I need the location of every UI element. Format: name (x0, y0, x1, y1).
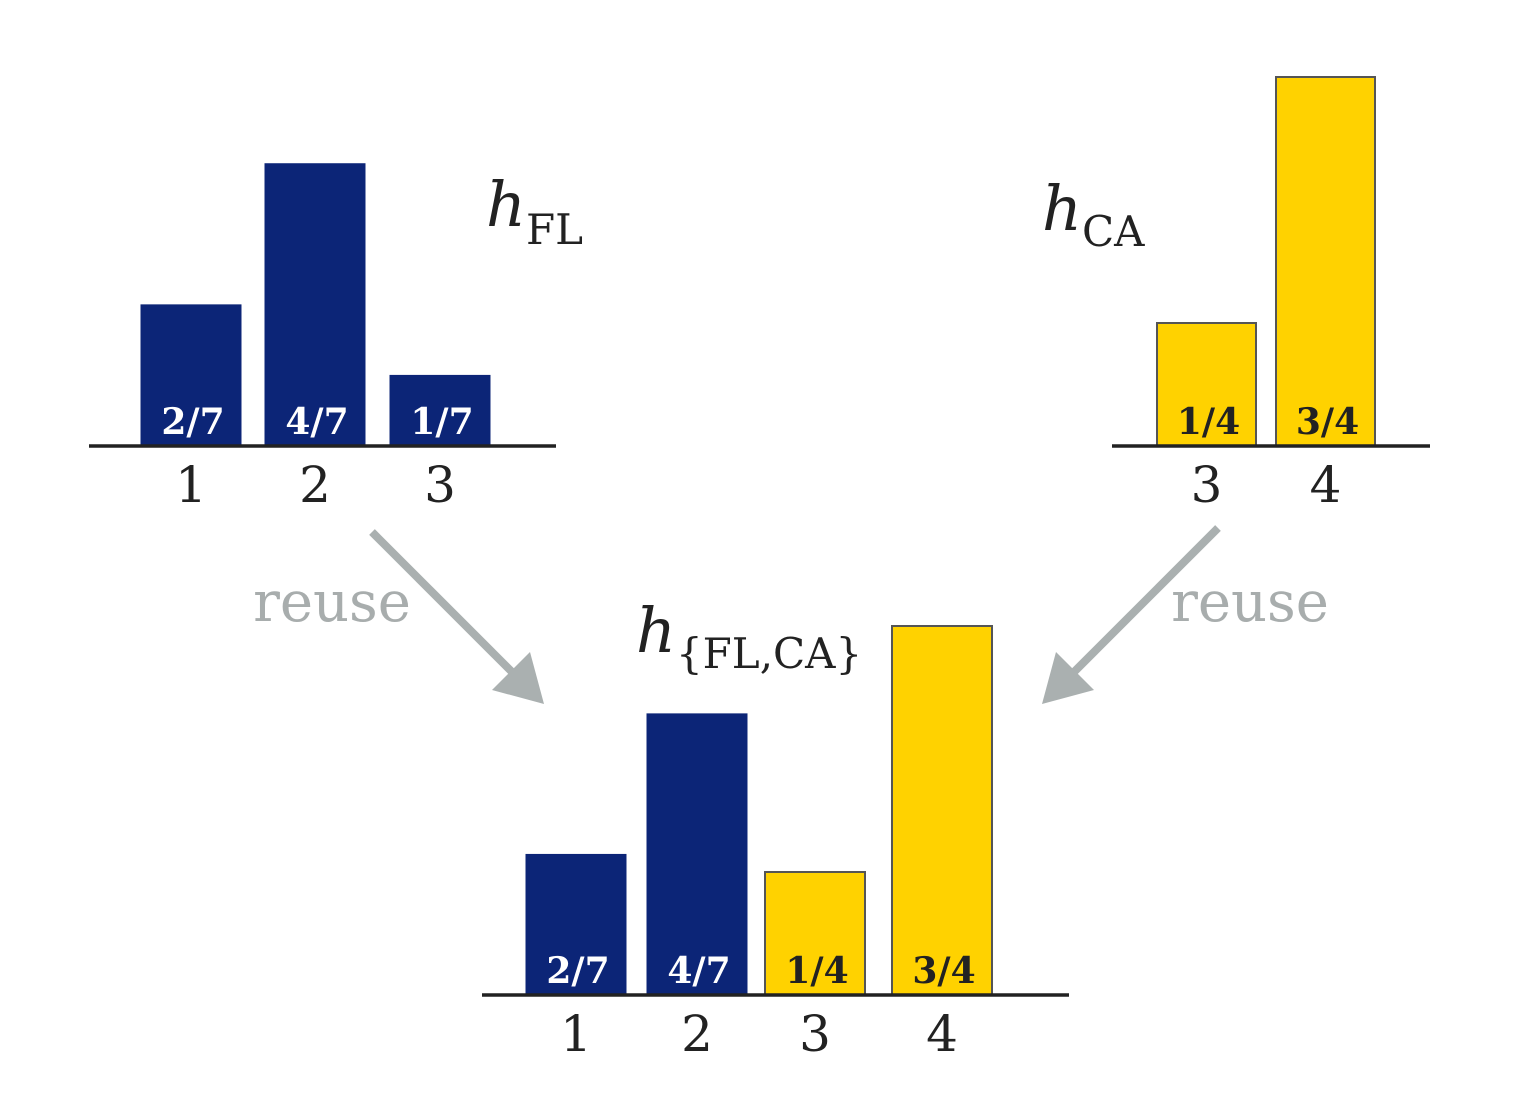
bar-value-label: 4/7 (285, 401, 348, 443)
bar-value-label: 4/7 (667, 950, 730, 992)
chart-title: hCA (1042, 172, 1145, 256)
x-tick-label: 1 (175, 456, 207, 514)
x-tick-label: 2 (681, 1005, 713, 1063)
right-reuse-arrow (1055, 525, 1221, 691)
bar-4 (1275, 76, 1376, 447)
bar-value-label: 3/4 (1296, 401, 1359, 443)
x-tick-label: 4 (926, 1005, 958, 1063)
bar-3 (389, 374, 491, 447)
bar-1 (140, 304, 242, 447)
chart-h-fl: 2/7 1 4/7 2 1/7 3 hFL (89, 163, 583, 514)
reuse-arrows: reuse reuse (253, 525, 1329, 704)
bar-value-label: 3/4 (912, 950, 975, 992)
chart-h-ca: 1/4 3 3/4 4 hCA (1042, 76, 1430, 514)
bar-value-label: 2/7 (161, 401, 224, 443)
bar-2 (264, 163, 366, 447)
right-reuse-arrowhead (1042, 652, 1094, 704)
bar-value-label: 1/4 (1177, 401, 1240, 443)
x-tick-label: 1 (560, 1005, 592, 1063)
x-tick-label: 4 (1310, 456, 1342, 514)
x-tick-label: 3 (799, 1005, 831, 1063)
left-reuse-label: reuse (253, 570, 411, 635)
bar-4 (891, 625, 993, 996)
chart-h-combined: 2/7 1 4/7 2 1/4 3 3/4 4 h{FL,CA} (482, 594, 1069, 1063)
chart-title: h{FL,CA} (636, 594, 862, 678)
bar-1 (525, 853, 627, 996)
x-tick-label: 3 (1191, 456, 1223, 514)
bar-value-label: 2/7 (546, 950, 609, 992)
bar-2 (646, 713, 748, 996)
x-tick-label: 3 (424, 456, 456, 514)
chart-title: hFL (486, 168, 583, 254)
bar-value-label: 1/7 (410, 401, 473, 443)
right-reuse-label: reuse (1171, 570, 1329, 635)
left-reuse-arrowhead (492, 652, 544, 704)
bar-3 (764, 871, 866, 996)
bar-value-label: 1/4 (785, 950, 848, 992)
left-reuse-arrow (369, 529, 531, 691)
x-tick-label: 2 (299, 456, 331, 514)
